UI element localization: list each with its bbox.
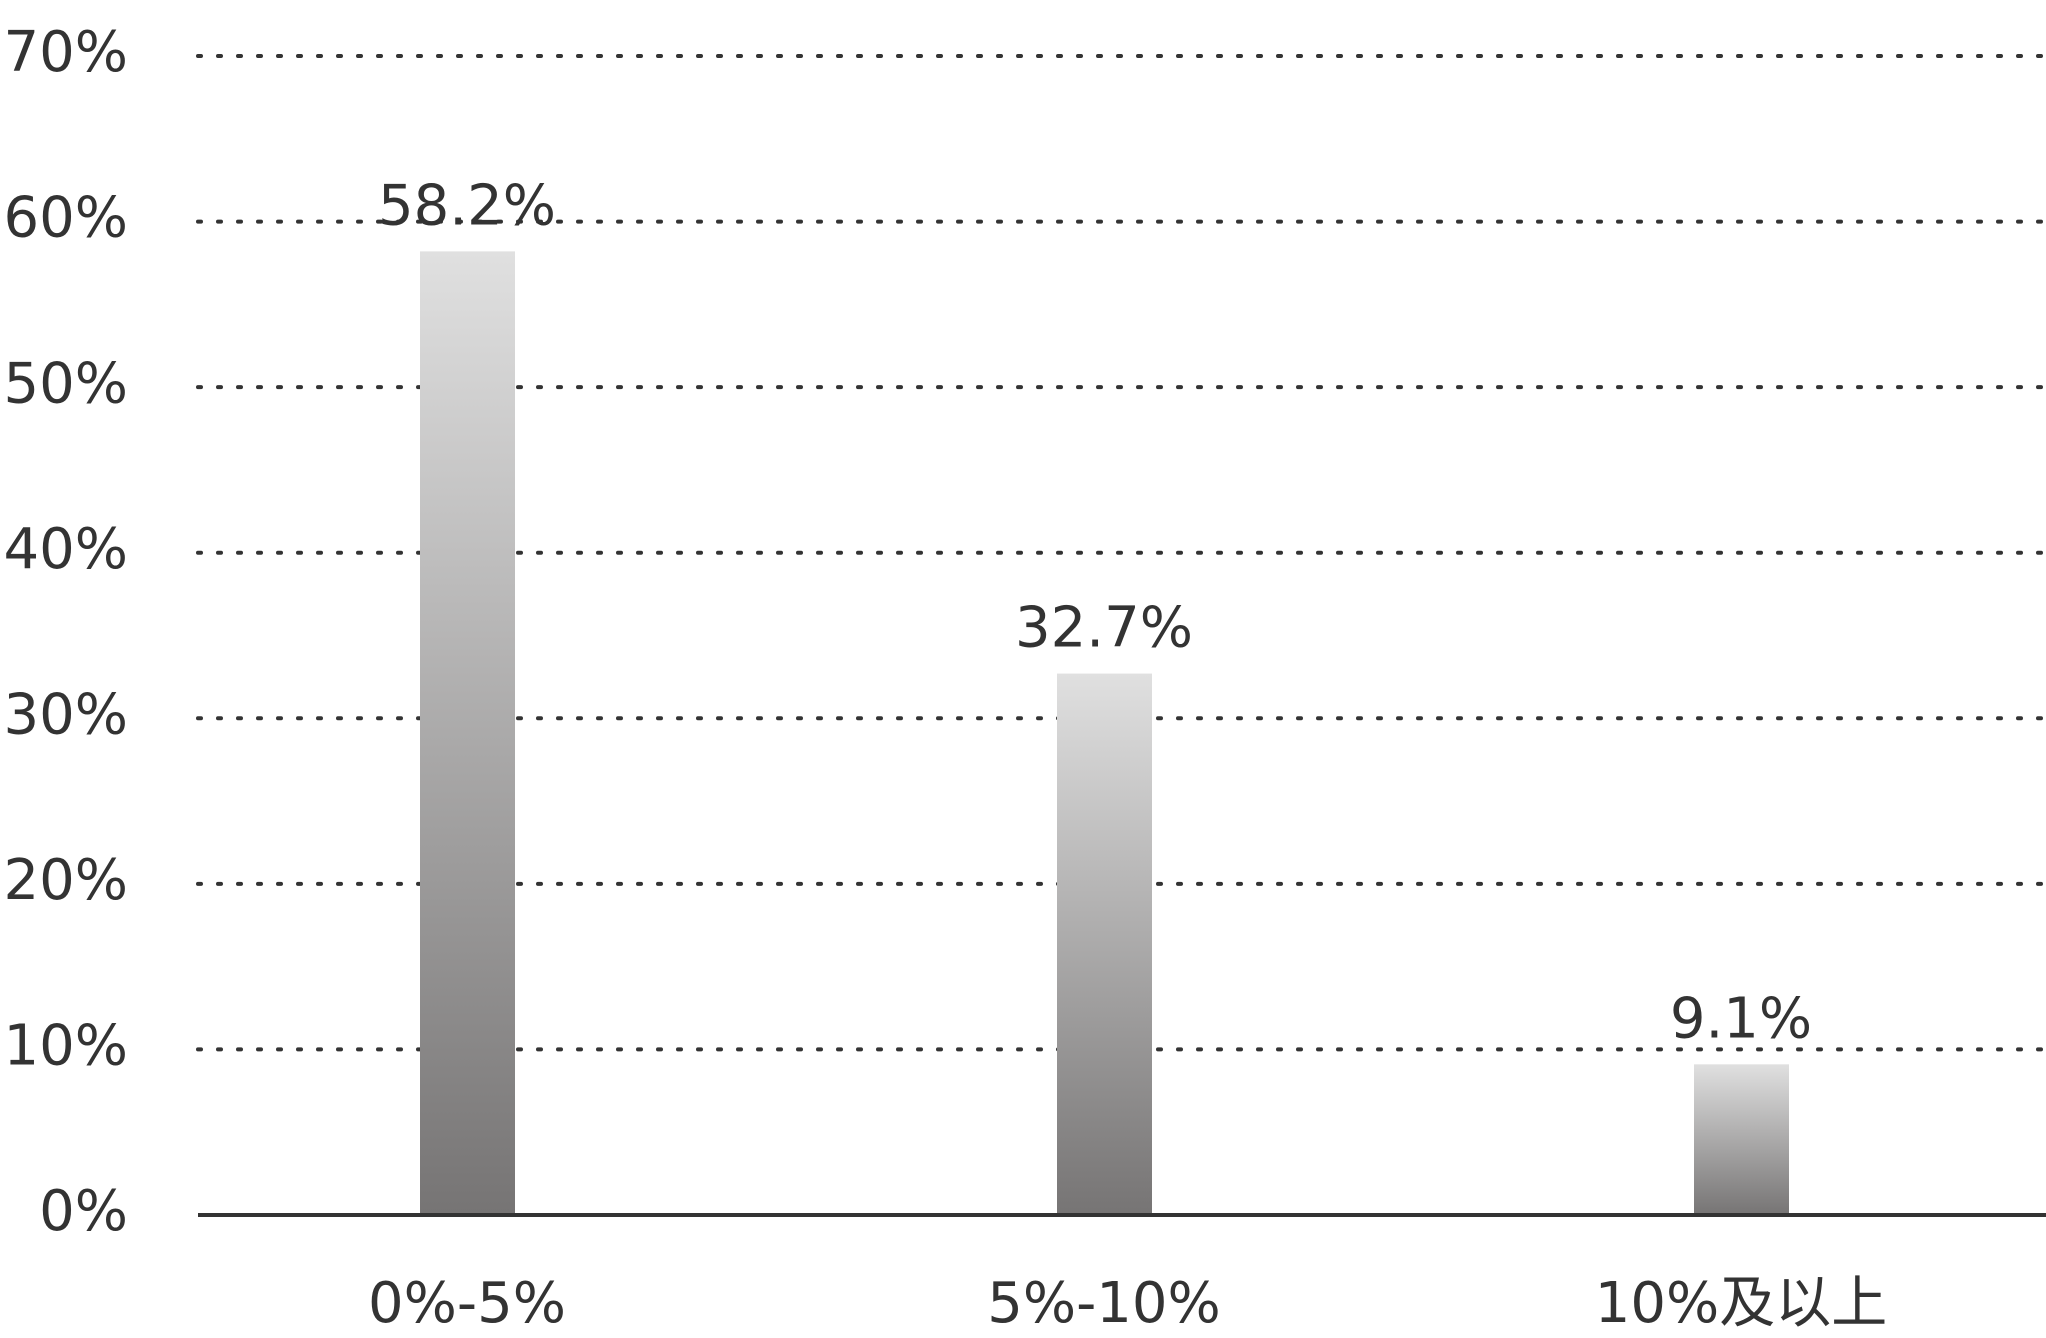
y-tick-label: 70% (4, 20, 128, 85)
y-tick-label: 50% (4, 351, 128, 416)
x-tick-label: 5%-10% (987, 1271, 1221, 1336)
y-tick-label: 60% (4, 186, 128, 251)
y-tick-label: 20% (4, 848, 128, 913)
y-tick-label: 40% (4, 517, 128, 582)
value-label: 9.1% (1670, 986, 1812, 1051)
bar (1057, 673, 1152, 1215)
x-tick-label: 0%-5% (368, 1271, 566, 1336)
bar (420, 251, 515, 1216)
x-tick-label: 10%及以上 (1595, 1271, 1887, 1336)
y-tick-label: 30% (4, 682, 128, 747)
value-label: 58.2% (378, 174, 556, 239)
value-label: 32.7% (1015, 596, 1193, 661)
y-tick-label: 10% (4, 1014, 128, 1079)
bar (1694, 1064, 1789, 1215)
y-tick-label: 0% (39, 1179, 128, 1244)
